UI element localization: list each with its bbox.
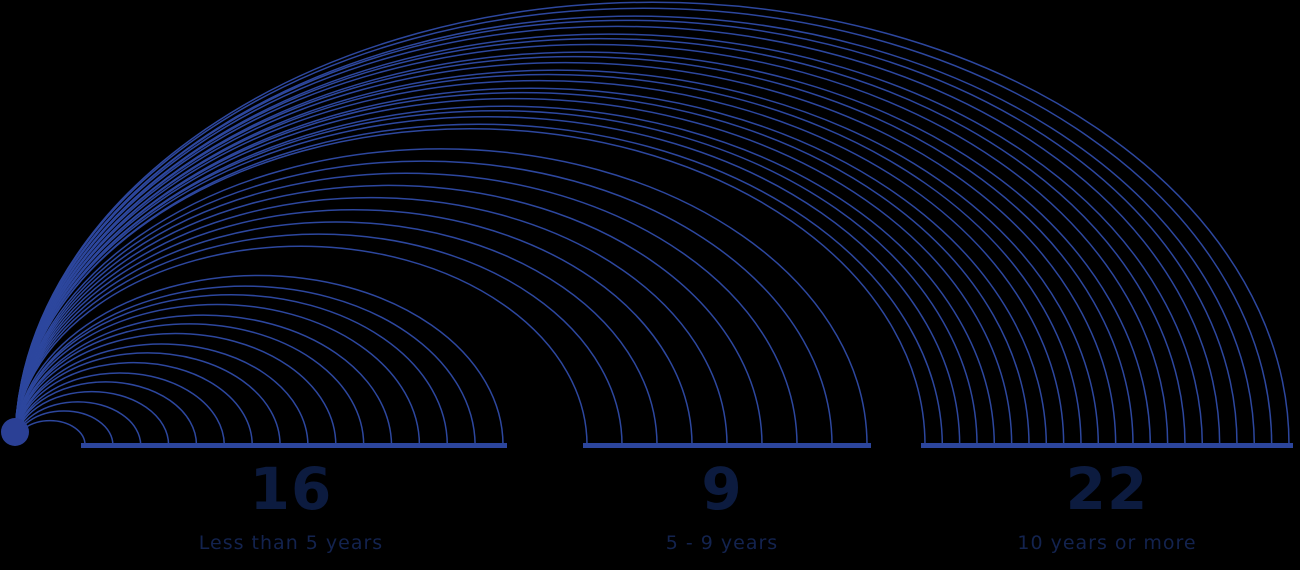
- arc-line: [14, 19, 1238, 446]
- arc-line: [14, 148, 868, 446]
- arc-line: [14, 233, 623, 446]
- arc-line: [14, 208, 693, 446]
- arc-line: [14, 115, 961, 446]
- arc-line: [14, 184, 763, 446]
- arc-line: [14, 172, 798, 446]
- arc-line: [14, 123, 944, 446]
- arc-line: [14, 15, 1256, 446]
- arc-line: [14, 43, 1169, 446]
- arc-line: [14, 110, 978, 446]
- arc-line: [14, 37, 1186, 446]
- arc-line: [14, 105, 996, 446]
- group-baseline: [583, 443, 871, 448]
- arc-line: [14, 381, 198, 446]
- arc-line: [14, 79, 1065, 446]
- arc-line: [14, 196, 728, 446]
- arc-line: [14, 33, 1204, 446]
- arc-line: [14, 352, 281, 446]
- arc-line: [14, 323, 365, 446]
- arc-line: [14, 25, 1221, 446]
- arc-line: [14, 314, 393, 446]
- arc-line: [14, 69, 1100, 446]
- arc-line: [14, 361, 253, 446]
- arc-line: [14, 343, 309, 446]
- arc-line: [14, 245, 588, 446]
- arc-line: [14, 303, 421, 446]
- group-baseline: [81, 443, 507, 448]
- arc-line: [14, 274, 504, 446]
- arc-line: [14, 97, 1013, 446]
- arc-line: [14, 7, 1273, 446]
- arc-line: [14, 221, 658, 446]
- arc-line: [14, 1, 1290, 446]
- arc-line: [14, 285, 476, 446]
- arc-line: [14, 87, 1048, 446]
- group-baseline: [921, 443, 1293, 448]
- arc-line: [14, 332, 337, 446]
- arc-line: [14, 51, 1152, 446]
- arc-line: [14, 294, 449, 446]
- arc-line: [14, 61, 1117, 446]
- arc-line: [14, 372, 226, 446]
- arc-line: [14, 160, 833, 446]
- arc-line: [14, 410, 114, 446]
- origin-dot: [1, 418, 29, 446]
